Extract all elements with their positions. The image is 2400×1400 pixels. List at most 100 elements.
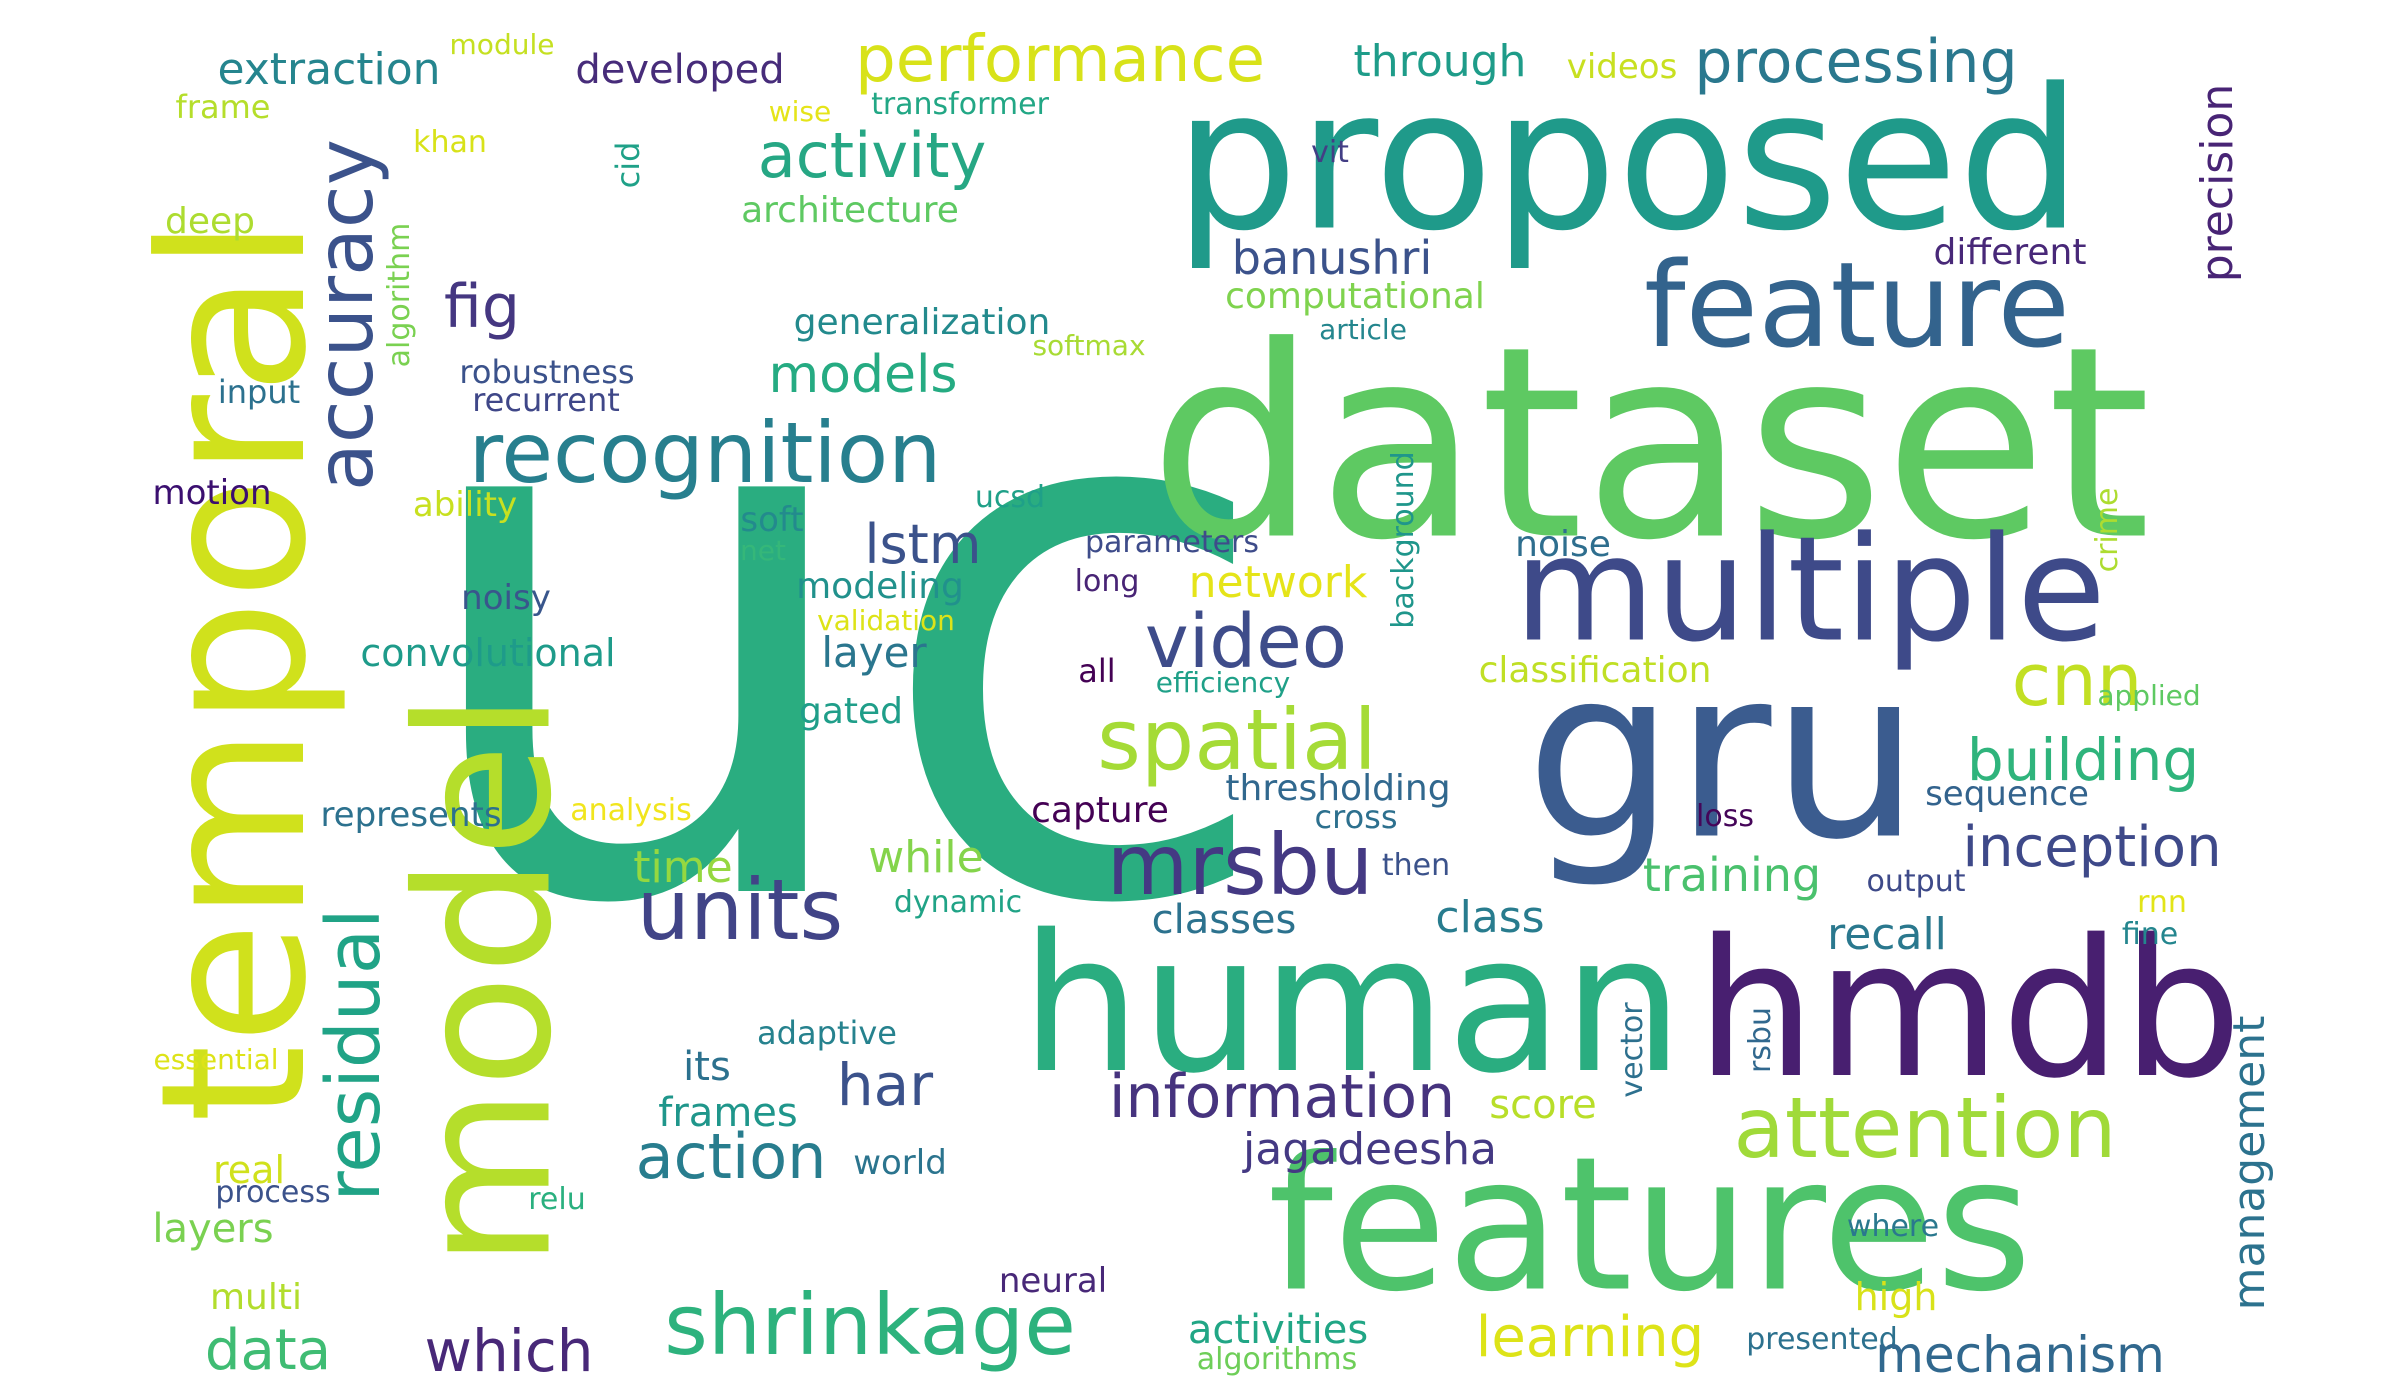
word-precision: precision: [2192, 83, 2243, 283]
word-accuracy: accuracy: [301, 139, 391, 491]
word-which: which: [424, 1317, 594, 1385]
word-sequence: sequence: [1925, 774, 2089, 814]
word-dynamic: dynamic: [893, 885, 1023, 920]
word-class: class: [1435, 892, 1545, 943]
word-inception: inception: [1962, 815, 2222, 880]
word-parameters: parameters: [1084, 525, 1260, 560]
word-noisy: noisy: [461, 578, 551, 618]
word-represents: represents: [320, 795, 502, 835]
word-spatial: spatial: [1097, 691, 1377, 789]
word-frames: frames: [658, 1090, 798, 1136]
word-world: world: [853, 1143, 947, 1183]
word-adaptive: adaptive: [757, 1014, 897, 1052]
word-robustness: robustness: [459, 353, 635, 391]
word-mrsbu: mrsbu: [1106, 816, 1374, 914]
word-feature: feature: [1643, 236, 2071, 374]
word-then: then: [1381, 848, 1451, 883]
word-cross: cross: [1314, 798, 1398, 836]
word-hmdb: hmdb: [1695, 899, 2243, 1120]
word-modeling: modeling: [796, 566, 964, 607]
word-convolutional: convolutional: [360, 631, 616, 675]
word-human: human: [1020, 894, 1684, 1115]
word-classes: classes: [1151, 897, 1297, 943]
word-extraction: extraction: [217, 44, 441, 95]
word-article: article: [1319, 313, 1407, 346]
word-activities: activities: [1187, 1307, 1369, 1353]
word-units: units: [636, 861, 844, 959]
word-efficiency: efficiency: [1155, 666, 1291, 699]
word-developed: developed: [575, 47, 785, 93]
word-all: all: [1078, 652, 1116, 690]
word-process: process: [215, 1175, 331, 1210]
word-architecture: architecture: [741, 190, 959, 231]
word-data: data: [204, 1318, 332, 1383]
word-ability: ability: [412, 485, 518, 525]
word-real: real: [212, 1148, 286, 1192]
word-neural: neural: [998, 1261, 1108, 1301]
word-algorithms: algorithms: [1196, 1342, 1358, 1377]
word-through: through: [1353, 36, 1527, 87]
word-network: network: [1188, 557, 1368, 608]
word-processing: processing: [1694, 27, 2018, 97]
word-soft: soft: [740, 500, 804, 540]
word-fig: fig: [444, 272, 520, 342]
word-banushri: banushri: [1231, 231, 1433, 285]
word-layers: layers: [152, 1206, 274, 1252]
word-gated: gated: [798, 691, 904, 732]
word-output: output: [1866, 864, 1966, 899]
word-cid: cid: [609, 141, 647, 189]
word-models: models: [768, 345, 958, 405]
word-generalization: generalization: [793, 302, 1051, 343]
word-score: score: [1489, 1082, 1597, 1128]
word-action: action: [635, 1120, 827, 1193]
word-shrinkage: shrinkage: [664, 1276, 1076, 1374]
word-essential: essential: [153, 1043, 279, 1076]
word-presented: presented: [1746, 1322, 1898, 1357]
word-activity: activity: [757, 119, 987, 192]
word-har: har: [836, 1051, 934, 1119]
word-input: input: [217, 373, 301, 411]
word-proposed: proposed: [1174, 46, 2082, 274]
word-jagadeesha: jagadeesha: [1243, 1124, 1497, 1175]
word-motion: motion: [152, 473, 272, 513]
word-deep: deep: [165, 201, 255, 242]
word-algorithm: algorithm: [382, 222, 417, 368]
word-loss: loss: [1696, 799, 1754, 834]
word-computational: computational: [1225, 276, 1485, 317]
word-videos: videos: [1566, 47, 1678, 87]
word-crime: crime: [2090, 487, 2125, 573]
word-capture: capture: [1031, 790, 1169, 831]
word-lstm: lstm: [864, 513, 982, 576]
word-relu: relu: [528, 1182, 586, 1217]
word-net: net: [740, 534, 786, 567]
word-information: information: [1108, 1062, 1456, 1132]
word-analysis: analysis: [570, 793, 692, 828]
word-residual: residual: [311, 908, 397, 1202]
word-its: its: [683, 1044, 731, 1090]
word-rsbu: rsbu: [1743, 1006, 1778, 1074]
word-gru: gru: [1525, 618, 1921, 892]
word-multiple: multiple: [1513, 505, 2107, 675]
word-frame: frame: [175, 88, 271, 126]
word-ucsd: ucsd: [974, 480, 1046, 515]
word-different: different: [1933, 232, 2087, 273]
word-time: time: [633, 842, 733, 893]
word-layer: layer: [821, 628, 927, 677]
word-long: long: [1074, 564, 1140, 599]
word-building: building: [1966, 726, 2200, 794]
word-learning: learning: [1475, 1305, 1705, 1370]
word-khan: khan: [413, 125, 487, 160]
word-recall: recall: [1827, 909, 1947, 960]
word-features: features: [1267, 1116, 2033, 1333]
word-classification: classification: [1478, 650, 1712, 691]
word-where: where: [1846, 1209, 1940, 1244]
word-video: video: [1144, 599, 1348, 685]
word-thresholding: thresholding: [1225, 768, 1451, 809]
word-wise: wise: [768, 95, 832, 128]
word-transformer: transformer: [871, 87, 1049, 122]
word-recurrent: recurrent: [472, 381, 620, 419]
word-softmax: softmax: [1032, 329, 1146, 362]
word-training: training: [1642, 848, 1822, 902]
word-mechanism: mechanism: [1875, 1326, 2165, 1384]
